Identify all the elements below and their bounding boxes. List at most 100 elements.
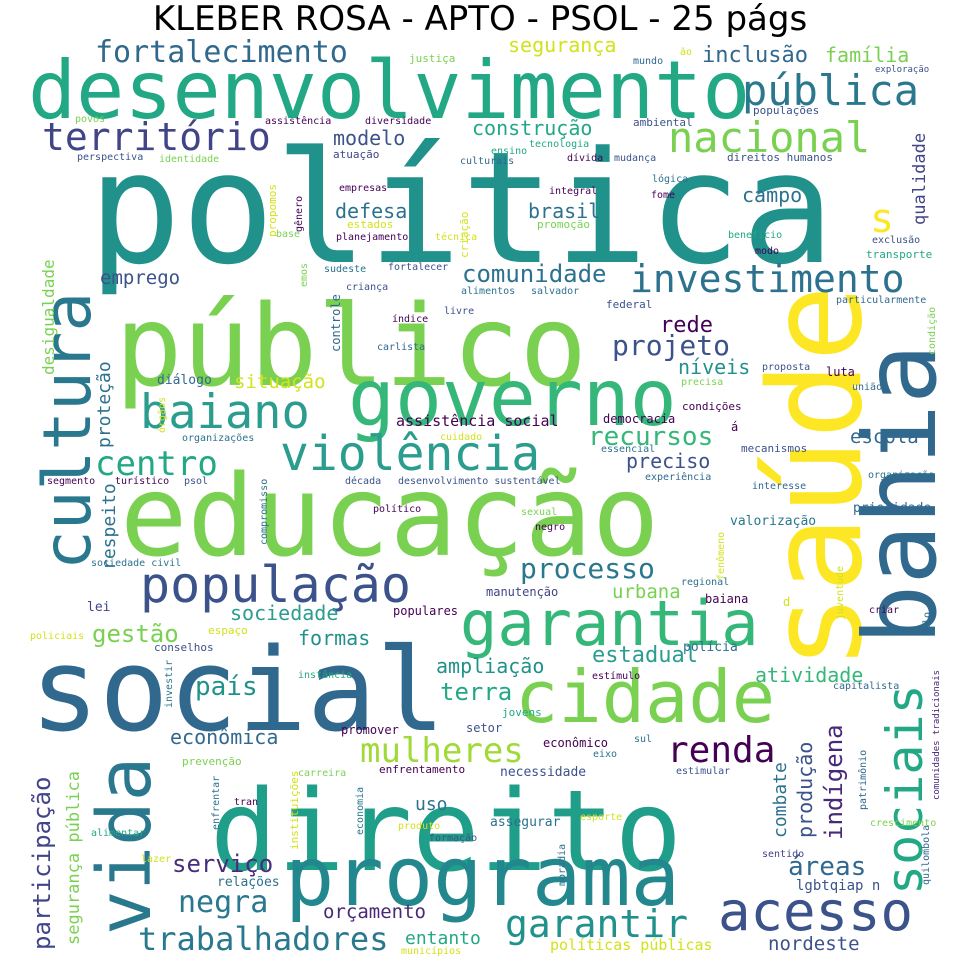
cloud-word: nacional xyxy=(668,113,870,162)
cloud-word: cidade xyxy=(515,655,775,739)
cloud-word: promoção xyxy=(537,218,590,231)
cloud-word: níveis xyxy=(678,355,750,379)
cloud-word: carlista xyxy=(377,342,425,353)
cloud-word: particularmente xyxy=(836,295,926,306)
cloud-word: educação xyxy=(120,452,659,582)
cloud-word: negra xyxy=(178,885,268,920)
cloud-word: bahia xyxy=(842,344,959,645)
cloud-word: conselhos xyxy=(154,641,214,654)
cloud-word: propomos xyxy=(266,184,279,237)
cloud-word: desigualdade xyxy=(39,259,58,375)
cloud-word: polícia xyxy=(683,640,738,655)
cloud-word: emprego xyxy=(100,267,180,289)
cloud-word: turístico xyxy=(115,475,169,487)
cloud-word: modo xyxy=(755,246,779,257)
cloud-word: á xyxy=(731,420,738,434)
cloud-word: situação xyxy=(234,371,326,393)
cloud-word: enfrentar xyxy=(211,776,222,830)
cloud-word: escola xyxy=(850,426,919,448)
cloud-word: lgbtqiap n xyxy=(796,878,880,894)
cloud-word: ensino xyxy=(491,146,527,157)
cloud-word: público xyxy=(115,282,587,412)
cloud-word: desenvolvimento xyxy=(28,44,750,137)
cloud-word: salvador xyxy=(531,286,579,297)
cloud-word: identidade xyxy=(159,154,219,165)
cloud-word: condição xyxy=(927,307,938,355)
cloud-word: serviço xyxy=(172,850,273,878)
cloud-word: eixo xyxy=(593,749,617,760)
cloud-word: valorização xyxy=(730,514,816,529)
cloud-word: ão xyxy=(680,47,692,58)
cloud-word: comunidade xyxy=(462,260,607,288)
cloud-word: espaço xyxy=(208,624,248,637)
cloud-word: lógica xyxy=(652,173,688,185)
cloud-word: enfrentamento xyxy=(379,763,465,776)
cloud-word: atuação xyxy=(333,148,379,161)
cloud-word: transporte xyxy=(866,248,932,261)
cloud-word: tecnologia xyxy=(529,139,589,150)
cloud-word: policiais xyxy=(30,631,84,642)
cloud-word: direitos humanos xyxy=(727,151,833,164)
cloud-word: centro xyxy=(95,444,218,484)
cloud-word: populares xyxy=(393,604,458,618)
cloud-word: lei xyxy=(87,600,110,615)
cloud-word: programa xyxy=(285,830,680,925)
cloud-word: sexual xyxy=(521,507,557,518)
cloud-word: benefício xyxy=(728,229,782,241)
cloud-word: família xyxy=(825,43,909,67)
cloud-word: fortalecer xyxy=(388,262,448,273)
cloud-word: brasil xyxy=(528,199,600,223)
cloud-word: território xyxy=(42,115,271,159)
cloud-word: sul xyxy=(634,734,652,745)
cloud-word: culturais xyxy=(460,156,514,167)
cloud-word: cultura xyxy=(29,292,106,570)
cloud-word: ambiental xyxy=(633,116,693,129)
cloud-word: d xyxy=(783,595,790,609)
cloud-word: juventude xyxy=(835,566,846,620)
cloud-word: respeito xyxy=(99,483,120,570)
cloud-word: segurança xyxy=(508,33,616,57)
cloud-word: assegurar xyxy=(490,815,561,830)
cloud-word: sociedade civil xyxy=(91,558,181,569)
cloud-word: criança xyxy=(346,282,388,293)
cloud-word: estados xyxy=(347,218,393,231)
cloud-word: criação xyxy=(458,212,471,258)
cloud-word: estadual xyxy=(592,643,698,668)
cloud-word: psol xyxy=(184,476,208,487)
cloud-word: formação xyxy=(429,833,477,844)
cloud-word: vida xyxy=(82,757,168,935)
cloud-word: sentido xyxy=(762,849,804,860)
cloud-word: modelo xyxy=(333,126,405,150)
cloud-word: econômico xyxy=(543,736,608,750)
cloud-word: promover xyxy=(341,723,399,737)
cloud-word: instância xyxy=(298,669,352,681)
cloud-word: precisa xyxy=(681,377,723,388)
cloud-word: campo xyxy=(742,183,802,207)
cloud-word: empresas xyxy=(339,183,387,194)
cloud-word: ampliação xyxy=(436,654,544,678)
cloud-word: baiano xyxy=(140,385,310,440)
cloud-word: união xyxy=(852,382,882,393)
cloud-word: organização xyxy=(868,470,934,481)
cloud-word: condições xyxy=(682,400,742,413)
cloud-word: fortalecimento xyxy=(95,35,348,70)
cloud-word: órgãos xyxy=(156,397,168,433)
page-title: KLEBER ROSA - APTO - PSOL - 25 págs xyxy=(152,0,808,39)
cloud-word: interesse xyxy=(752,481,806,492)
cloud-word: país xyxy=(195,672,258,702)
cloud-word: assistência xyxy=(265,115,331,127)
cloud-word: qualidade xyxy=(910,133,930,225)
cloud-word: população xyxy=(140,556,411,614)
cloud-word: defesa xyxy=(335,199,407,223)
cloud-word: relações xyxy=(217,875,280,890)
cloud-word: moradia xyxy=(557,844,568,886)
cloud-word: áreas xyxy=(788,852,866,882)
cloud-word: sociais xyxy=(876,684,934,895)
cloud-word: construção xyxy=(472,116,592,140)
cloud-word: projeto xyxy=(612,329,730,362)
cloud-word: esporte xyxy=(580,812,622,823)
cloud-word: setor xyxy=(466,721,502,735)
cloud-word: polo xyxy=(922,612,933,636)
cloud-word: crescimento xyxy=(870,818,936,829)
